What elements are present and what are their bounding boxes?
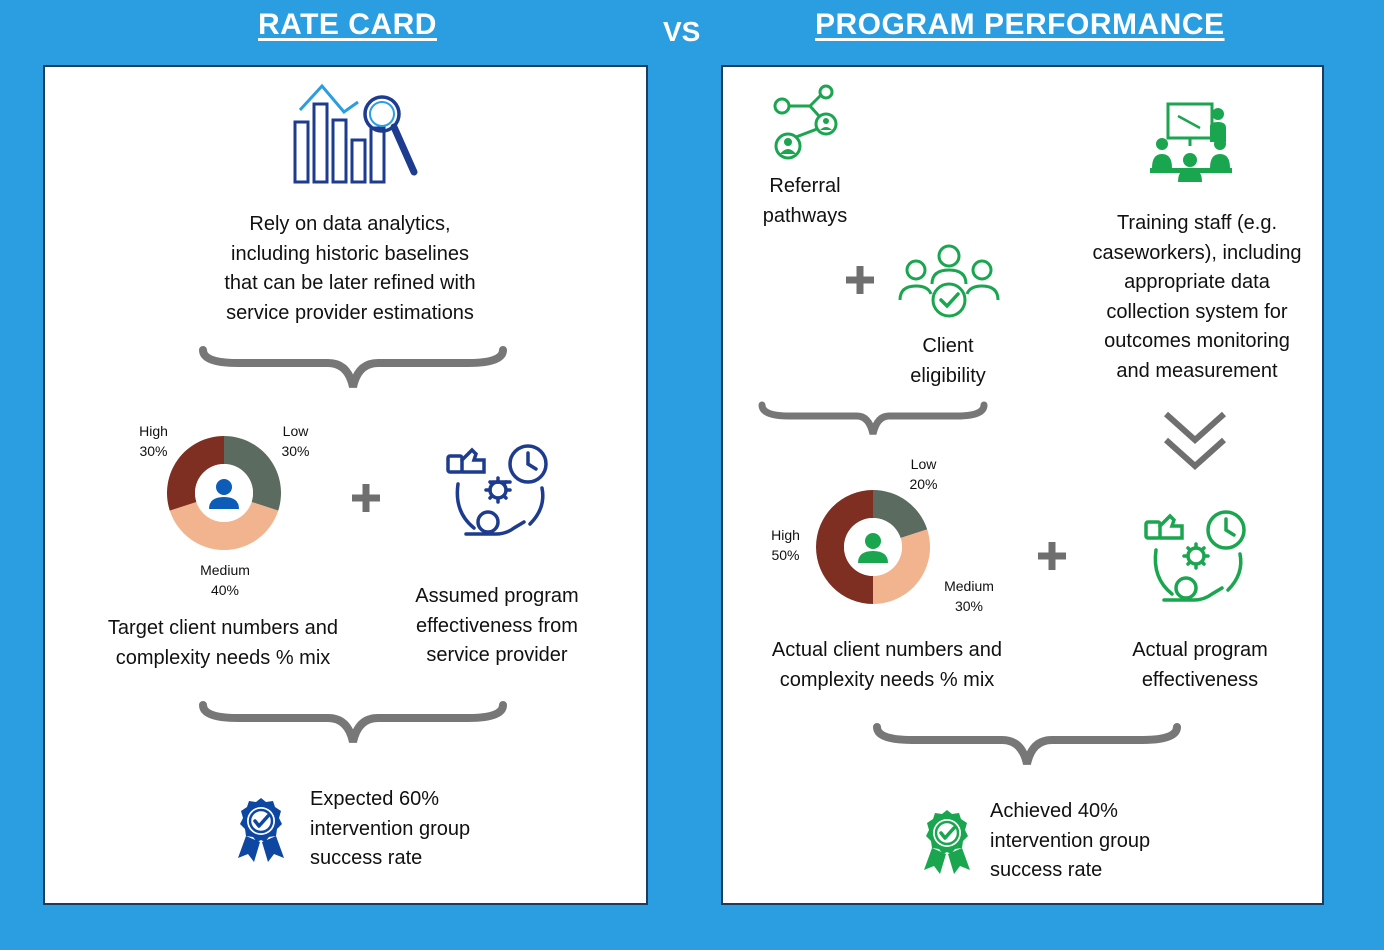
donut-label-high: High 30% (139, 423, 168, 459)
actual-effectiveness-text: Actual program effectiveness (1132, 639, 1268, 691)
donut-label-low: Low 20% (909, 456, 938, 492)
plus-icon (844, 264, 876, 296)
curly-brace-3 (757, 400, 989, 440)
group-check-icon (896, 242, 1002, 322)
analytics-text: Rely on data analytics, including histor… (224, 213, 476, 324)
curly-brace-1 (198, 345, 508, 395)
donut-label-medium: Medium 30% (944, 578, 994, 614)
actual-client-text: Actual client numbers and complexity nee… (771, 639, 1003, 691)
bar-chart-magnifier-icon (292, 82, 422, 187)
award-badge-icon (918, 808, 976, 874)
presentation-meeting-icon (1148, 102, 1234, 184)
donut-segment-high (816, 490, 873, 604)
person-icon (204, 473, 244, 513)
training-text: Training staff (e.g. caseworkers), inclu… (1092, 212, 1302, 382)
program-performance-title: PROGRAM PERFORMANCE (815, 8, 1225, 41)
achieved-result-text: Achieved 40% intervention group success … (990, 800, 1151, 881)
network-people-icon (770, 84, 842, 162)
donut-segment-medium (873, 529, 930, 604)
plus-icon (350, 482, 382, 514)
rate-card-title: RATE CARD (258, 8, 437, 41)
curly-brace-4 (872, 722, 1182, 772)
donut-segment-low (873, 490, 928, 539)
person-icon (853, 527, 893, 567)
donut-label-high: High 50% (771, 527, 800, 563)
donut-segment-medium (169, 501, 279, 550)
rate-card-panel (43, 65, 648, 905)
eligibility-text: Client eligibility (910, 335, 986, 387)
donut-label-medium: Medium 40% (200, 562, 250, 598)
donut-label-low: Low 30% (281, 423, 310, 459)
donut-segment-low (224, 436, 281, 511)
curly-brace-2 (198, 700, 508, 750)
expected-result-text: Expected 60% intervention group success … (310, 788, 471, 869)
effectiveness-gear-clock-icon (446, 442, 554, 546)
program-performance-panel (721, 65, 1324, 905)
plus-icon (1036, 540, 1068, 572)
award-badge-icon (232, 796, 290, 862)
assumed-effectiveness-text: Assumed program effectiveness from servi… (415, 585, 579, 666)
target-client-text: Target client numbers and complexity nee… (107, 617, 339, 669)
vs-label: VS (663, 16, 701, 47)
effectiveness-gear-clock-icon (1144, 508, 1252, 612)
donut-segment-high (167, 436, 224, 511)
double-chevron-down-icon (1162, 410, 1228, 472)
referral-text: Referral pathways (762, 175, 848, 227)
